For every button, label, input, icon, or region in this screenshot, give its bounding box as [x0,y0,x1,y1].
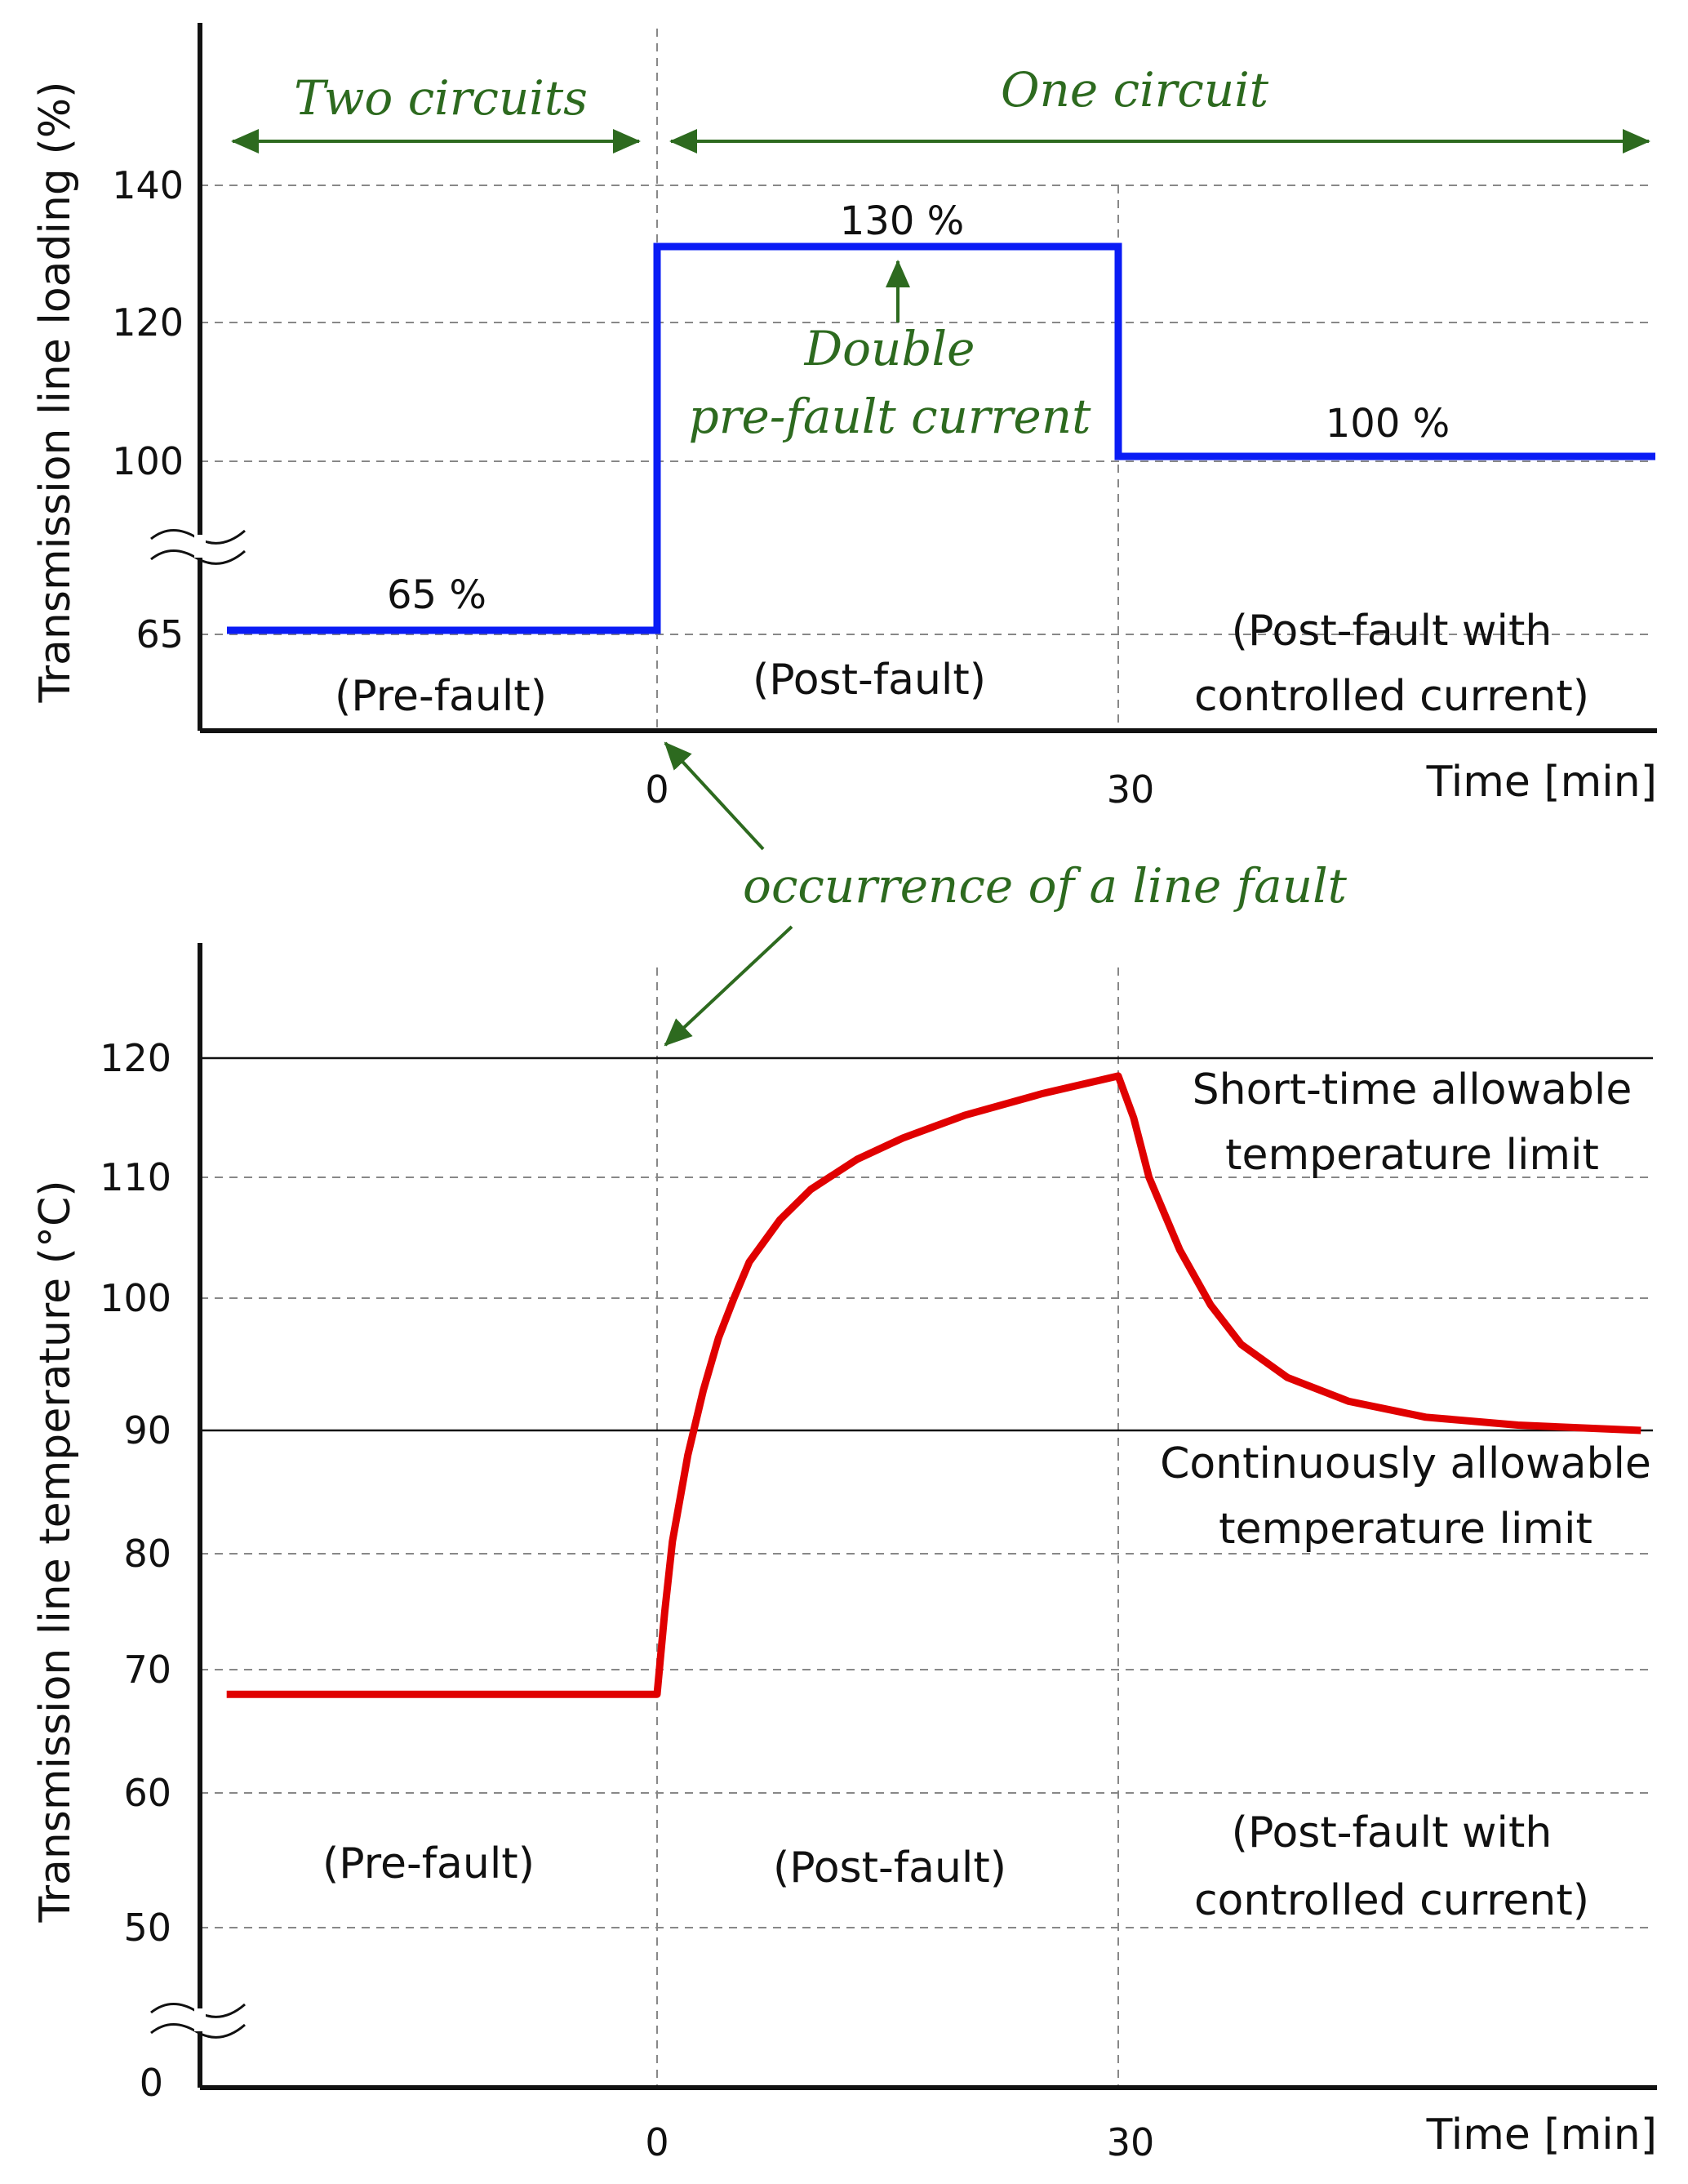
temp-y-tick-80: 80 [123,1532,171,1576]
temp-phase-label-prefault: (Pre-fault) [322,1839,535,1888]
double-label-line2: pre-fault current [689,389,1091,444]
value-label-130: 130 % [840,198,964,244]
temp-y-tick-50: 50 [123,1906,171,1950]
phase-label-prefault: (Pre-fault) [335,672,547,721]
temp-y-tick-60: 60 [123,1771,171,1815]
continuous-limit-label-line1: Continuously allowable [1160,1439,1651,1488]
temperature-chart: 120 110 100 90 80 70 60 50 0 0 30 Time [… [31,943,1657,2164]
loading-y-label: Transmission line loading (%) [31,82,80,704]
value-label-65: 65 % [387,572,486,618]
loading-x-tick-30: 30 [1107,767,1155,812]
loading-y-tick-65: 65 [135,612,184,656]
loading-x-tick-0: 0 [645,767,669,812]
fault-arrow-down [664,925,793,1047]
fault-arrow-up [664,741,765,851]
value-label-100: 100 % [1326,401,1450,447]
temp-y-tick-0: 0 [140,2061,163,2105]
short-time-limit-label-line1: Short-time allowable [1193,1065,1632,1114]
temp-phase-label-controlled-line2: controlled current) [1194,1876,1589,1925]
temperature-series-line [226,1072,1641,1698]
temperature-x-label: Time [min] [1426,2111,1657,2160]
phase-label-controlled-line1: (Post-fault with [1232,607,1553,656]
fault-annotation: occurrence of a line fault [664,741,1348,1047]
temp-phase-label-postfault: (Post-fault) [773,1844,1006,1893]
temp-x-tick-0: 0 [645,2120,669,2164]
loading-x-label: Time [min] [1426,758,1657,807]
temp-phase-label-controlled-line1: (Post-fault with [1232,1808,1553,1857]
temp-x-tick-30: 30 [1107,2120,1155,2164]
temp-y-tick-100: 100 [100,1276,171,1320]
temp-y-tick-70: 70 [123,1648,171,1692]
short-time-limit-label-line2: temperature limit [1225,1131,1599,1180]
temperature-grid [200,967,1653,2088]
loading-y-tick-120: 120 [112,300,184,345]
loading-axis-break-gap [194,535,206,558]
loading-series-line [227,242,1655,634]
double-label-line1: Double [804,321,975,376]
loading-y-tick-140: 140 [112,163,184,207]
continuous-limit-label-line2: temperature limit [1219,1505,1592,1554]
loading-y-tick-100: 100 [112,439,184,483]
two-circuits-label: Two circuits [294,70,588,126]
one-circuit-label: One circuit [1001,62,1269,118]
phase-label-postfault: (Post-fault) [753,656,986,705]
temp-y-tick-110: 110 [100,1155,171,1199]
loading-chart: 140 120 100 65 0 30 Time [min] Transmiss… [31,23,1657,812]
temperature-y-label: Transmission line temperature (°C) [31,1180,80,1923]
temp-y-tick-120: 120 [100,1036,171,1080]
fault-annotation-label: occurrence of a line fault [743,858,1348,914]
temperature-axis-break-gap [194,2008,206,2031]
temp-y-tick-90: 90 [123,1408,171,1452]
phase-label-controlled-line2: controlled current) [1194,672,1589,721]
